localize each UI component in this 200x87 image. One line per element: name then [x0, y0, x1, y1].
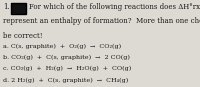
Text: For which of the following reactions does ΔH°rxn: For which of the following reactions doe… — [29, 3, 200, 11]
Text: a. C(s, graphite)  +  O₂(g)  →  CO₂(g): a. C(s, graphite) + O₂(g) → CO₂(g) — [3, 44, 121, 49]
Text: represent an enthalpy of formation?  More than one choice may: represent an enthalpy of formation? More… — [3, 17, 200, 25]
Text: d. 2 H₂(g)  +  C(s, graphite)  →  CH₄(g): d. 2 H₂(g) + C(s, graphite) → CH₄(g) — [3, 77, 128, 83]
Text: c. CO₂(g)  +  H₂(g)  →  H₂O(g)  +  CO(g): c. CO₂(g) + H₂(g) → H₂O(g) + CO(g) — [3, 66, 131, 71]
Text: b. CO₂(g)  +  C(s, graphite)  →  2 CO(g): b. CO₂(g) + C(s, graphite) → 2 CO(g) — [3, 55, 130, 60]
Text: be correct!: be correct! — [3, 32, 43, 40]
Text: 1.: 1. — [3, 3, 10, 11]
FancyBboxPatch shape — [11, 3, 26, 14]
